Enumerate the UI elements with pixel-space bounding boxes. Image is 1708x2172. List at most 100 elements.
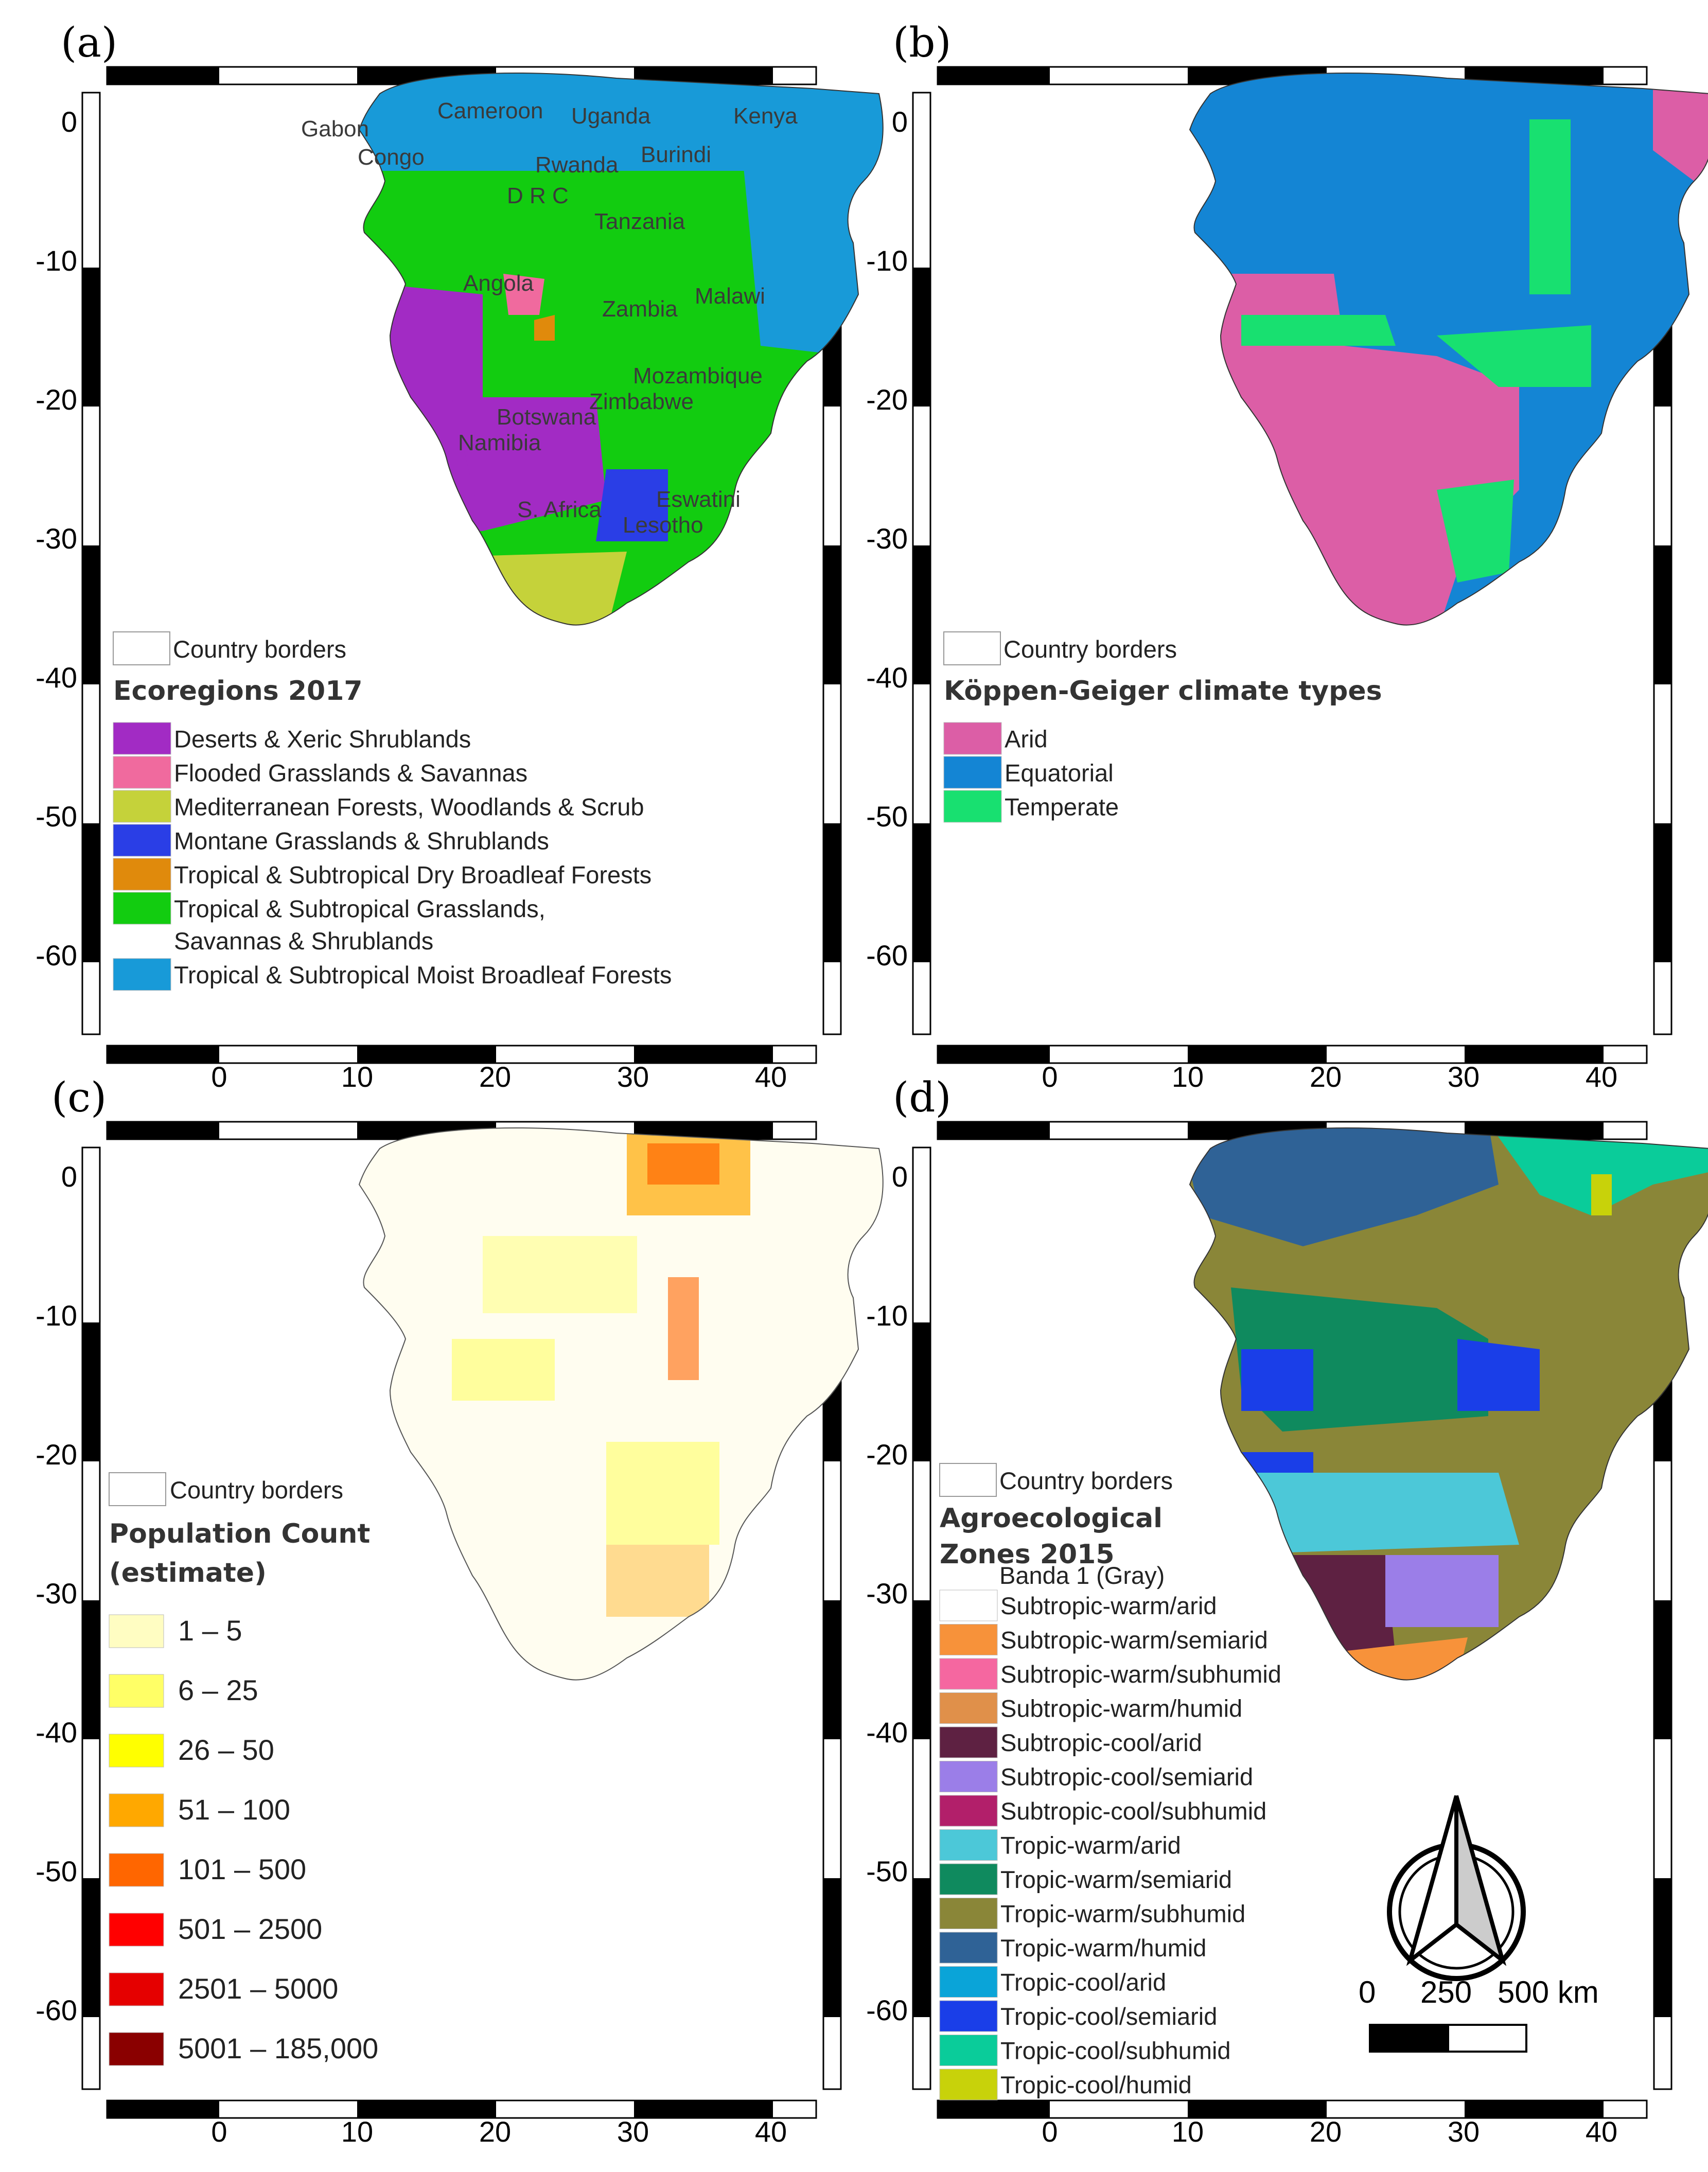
legend-label: Tropic-cool/semiarid [1000,2003,1217,2030]
legend-item: 101 – 500 [109,1853,306,1887]
legend-items: Subtropic-warm/arid Subtropic-warm/semiar… [939,1590,1281,2100]
legend-item: 2501 – 5000 [109,1972,338,2006]
y-tick-label: -10 [36,1299,77,1332]
legend-d: Country borders Agroecological Zones 201… [939,1463,1281,2100]
legend-swatch [939,1658,998,1690]
y-tick-label: -20 [866,383,908,416]
legend-label: Tropic-cool/subhumid [1000,2037,1231,2064]
legend-swatch [939,1624,998,1655]
legend-swatch [939,1590,998,1621]
x-tick-label: 20 [479,1061,511,1093]
legend-item: Tropic-cool/humid [939,2069,1192,2100]
y-tick-label: -30 [866,1577,908,1610]
y-tick-label: -20 [36,383,77,416]
legend-swatch [113,756,171,789]
legend-item: 5001 – 185,000 [109,2032,378,2066]
label-malawi: Malawi [695,284,765,309]
legend-swatch [113,858,171,891]
panel-c: (c) [51,1073,884,2119]
x-tick-label: 30 [1448,1061,1480,1093]
y-tick-label: -40 [866,661,908,694]
y-tick-label: -60 [866,939,908,972]
temperate-region [1241,315,1396,346]
legend-item: Tropic-warm/humid [939,1932,1206,1964]
legend-item: Tropical & Subtropical Grasslands, Savann… [113,892,545,955]
frame-b [912,66,1672,1064]
x-tick-label: 10 [1172,2115,1204,2148]
legend-swatch [939,2069,998,2100]
x-tick-label: 40 [755,2115,787,2148]
flooded-region [503,274,544,315]
map-c [359,1127,884,1681]
y-tick-label: -10 [866,244,908,277]
legend-label: 51 – 100 [178,1793,290,1826]
y-tick-label: -40 [866,1716,908,1749]
panel-b-label: (b) [893,19,952,66]
label-uganda: Uganda [571,103,651,129]
legend-label: Subtropic-cool/arid [1000,1729,1202,1756]
label-cameroon: Cameroon [437,98,543,123]
legend-swatch [109,2032,164,2066]
label-burindi: Burindi [641,142,711,167]
y-tick-label: 0 [61,1160,77,1193]
legend-item: Tropic-warm/semiarid [939,1863,1232,1895]
scale-label-0: 0 [1359,1975,1376,2009]
scale-label-500: 500 km [1498,1975,1599,2009]
legend-items: Arid Equatorial Temperate [943,722,1119,823]
legend-title: Ecoregions 2017 [113,676,363,707]
borders-label: Country borders [173,635,346,663]
label-lesotho: Lesotho [623,513,703,538]
legend-swatch [939,1726,998,1758]
legend-swatch [939,1829,998,1861]
legend-label: Flooded Grasslands & Savannas [174,759,527,786]
legend-label: Tropical & Subtropical Moist Broadleaf F… [174,961,672,988]
legend-item: Montane Grasslands & Shrublands [113,824,549,857]
label-gabon: Gabon [301,116,369,142]
label-tanzania: Tanzania [594,209,685,234]
legend-swatch [109,1674,164,1708]
panel-b: (b) [893,19,1708,1064]
legend-swatch [939,1863,998,1895]
x-tick-label: 10 [341,2115,373,2148]
x-tick-label: 20 [479,2115,511,2148]
x-tick-label: 30 [617,2115,649,2148]
legend-item: Temperate [943,790,1119,823]
label-eswatini: Eswatini [656,487,741,512]
y-tick-label: -30 [36,522,77,555]
y-tick-label: -20 [866,1438,908,1471]
legend-label: Subtropic-warm/arid [1000,1592,1217,1619]
legend-swatch [113,722,171,755]
x-tick-label: 0 [211,2115,227,2148]
scale-bar: 0 250 500 km [1359,1975,1599,2053]
legend-items: Deserts & Xeric Shrublands Flooded Grassl… [113,722,672,991]
legend-swatch [109,1913,164,1947]
label-namibia: Namibia [458,430,541,455]
legend-label: Tropic-warm/humid [1000,1934,1206,1962]
legend-swatch [109,1734,164,1768]
y-tick-label: 0 [61,105,77,138]
legend-item: Subtropic-warm/semiarid [939,1624,1268,1655]
borders-label: Country borders [170,1476,343,1504]
legend-swatch [943,756,1002,789]
legend-label: 6 – 25 [178,1674,258,1706]
y-tick-label: -30 [866,522,908,555]
legend-label: Equatorial [1005,759,1114,786]
label-botswana: Botswana [497,404,596,430]
borders-label: Country borders [1003,635,1177,663]
x-tick-label: 0 [1042,1061,1058,1093]
legend-label: Mediterranean Forests, Woodlands & Scrub [174,793,644,820]
borders-label: Country borders [999,1467,1173,1494]
label-angola: Angola [463,271,534,296]
legend-item: Tropic-warm/arid [939,1829,1181,1861]
legend-a: Country borders Ecoregions 2017 Deserts … [113,631,672,991]
legend-item: Tropical & Subtropical Dry Broadleaf For… [113,858,651,891]
legend-label: 26 – 50 [178,1734,274,1766]
legend-label: Tropic-warm/subhumid [1000,1900,1245,1927]
tropic-warm-arid-region [1210,1473,1519,1555]
mediterranean-region [452,552,627,625]
dry-forest-region [534,315,555,341]
x-tick-label: 40 [1586,1061,1617,1093]
y-tick-label: -50 [866,1855,908,1887]
legend-label: Subtropic-warm/semiarid [1000,1626,1268,1653]
label-rwanda: Rwanda [535,152,619,178]
